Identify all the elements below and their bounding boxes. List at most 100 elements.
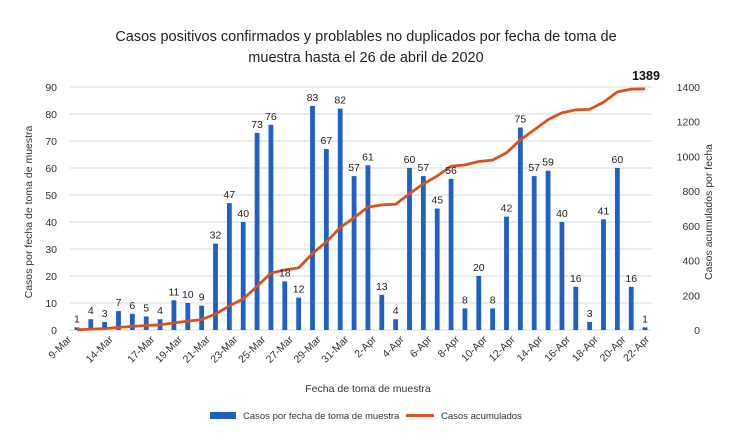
bar (116, 311, 121, 330)
bar-value-label: 16 (570, 273, 582, 285)
bar (628, 286, 634, 330)
bar-value-label: 56 (445, 165, 457, 177)
y-left-tick-label: 30 (45, 244, 57, 256)
bar (642, 327, 648, 330)
x-tick-label: 2-Apr (352, 333, 379, 360)
bar (573, 286, 579, 330)
bar-value-label: 4 (393, 305, 399, 317)
bar-value-label: 59 (542, 157, 554, 169)
bar-value-label: 4 (157, 305, 163, 317)
bar (102, 321, 108, 330)
bar-value-label: 57 (528, 162, 540, 174)
bar (545, 170, 551, 330)
y-left-tick-label: 80 (45, 109, 57, 121)
bar-value-label: 5 (143, 303, 149, 315)
bar-value-label: 47 (224, 189, 236, 201)
bar (614, 168, 620, 330)
bar-value-label: 11 (168, 286, 179, 298)
bar-value-label: 13 (376, 281, 388, 293)
bar-value-label: 75 (515, 114, 527, 126)
bar-value-label: 57 (348, 162, 360, 174)
bar-value-label: 3 (587, 308, 593, 320)
bar (407, 168, 412, 330)
y-right-tick-label: 200 (682, 290, 700, 302)
chart-title-line-1: Casos positivos confirmados y problables… (115, 29, 616, 45)
bar (420, 176, 426, 330)
legend-bar-swatch (210, 412, 236, 419)
chart-title-line-2: muestra hasta el 26 de abril de 2020 (248, 50, 483, 66)
bar (365, 165, 371, 330)
bar-value-label: 16 (625, 273, 637, 285)
y-left-tick-label: 40 (45, 217, 57, 229)
legend-bar-label: Casos por fecha de toma de muestra (243, 411, 400, 422)
x-tick-label: 16-Apr (542, 333, 573, 364)
legend: Casos por fecha de toma de muestra Casos… (210, 411, 522, 422)
y-left-tick-label: 60 (45, 163, 57, 175)
bar (476, 276, 482, 330)
y-right-tick-label: 600 (682, 221, 700, 233)
bar (337, 108, 343, 330)
cumulative-total-label: 1389 (632, 69, 660, 83)
bar (268, 124, 274, 330)
bar (310, 105, 315, 331)
y-right-tick-label: 400 (682, 256, 700, 268)
bar (171, 300, 177, 330)
y-left-tick-label: 0 (51, 325, 57, 337)
bar-value-label: 40 (556, 208, 568, 220)
bar (323, 149, 329, 330)
x-tick-label: 18-Apr (570, 333, 601, 364)
x-tick-label: 17-Mar (125, 333, 157, 365)
bar (185, 303, 191, 330)
x-tick-label: 23-Mar (208, 333, 240, 365)
y-right-tick-label: 1200 (677, 117, 701, 129)
cumulative-line-series (76, 87, 646, 332)
x-tick-label: 6-Apr (408, 333, 435, 360)
x-tick-label: 10-Apr (459, 333, 490, 364)
y-left-tick-label: 10 (45, 298, 57, 310)
x-tick-label: 14-Apr (514, 333, 545, 364)
x-tick-label: 19-Mar (153, 333, 185, 365)
bar (393, 319, 399, 330)
bar-series (74, 105, 648, 331)
bar-value-label: 73 (251, 119, 263, 131)
bar-value-label: 41 (598, 205, 610, 217)
y-right-tick-label: 800 (682, 186, 700, 198)
bar-value-label: 57 (418, 162, 430, 174)
right-axis-ticks: 0 200 400 600 800 1000 1200 1400 (677, 82, 701, 337)
bar (226, 203, 232, 330)
bar (296, 297, 302, 330)
bar-value-label: 1 (74, 313, 80, 325)
y-left-tick-label: 70 (45, 136, 57, 148)
x-tick-label: 4-Apr (380, 333, 407, 360)
x-tick-label: 22-Apr (621, 333, 652, 364)
y-right-tick-label: 1400 (677, 82, 701, 94)
bar (587, 321, 593, 330)
bar-value-label: 83 (307, 92, 319, 104)
y-left-tick-label: 20 (45, 271, 57, 283)
x-axis-ticks: 9-Mar 14-Mar 17-Mar19-Mar21-Mar23-Mar25-Ma… (46, 333, 652, 365)
bar (129, 313, 135, 330)
bar-value-label: 12 (293, 284, 305, 296)
bar (379, 294, 385, 330)
y-left-tick-label: 90 (45, 82, 57, 94)
bar (434, 208, 440, 330)
bar-value-label: 1 (642, 313, 648, 325)
bar-value-label: 10 (182, 289, 194, 301)
bar-value-label: 4 (88, 305, 94, 317)
bar (448, 178, 454, 330)
bar (504, 216, 509, 330)
bar (490, 308, 496, 330)
bar-value-label: 18 (279, 267, 291, 279)
bar (240, 222, 246, 330)
legend-line-label: Casos acumulados (441, 411, 522, 422)
x-tick-label: 21-Mar (181, 333, 213, 365)
x-axis-title: Fecha de toma de muestra (305, 383, 431, 395)
y-left-tick-label: 50 (45, 190, 57, 202)
bar-value-label: 32 (210, 230, 222, 242)
bar-value-label: 3 (102, 308, 108, 320)
x-tick-label: 27-Mar (264, 333, 296, 365)
bar (462, 308, 468, 330)
bar (254, 132, 260, 330)
